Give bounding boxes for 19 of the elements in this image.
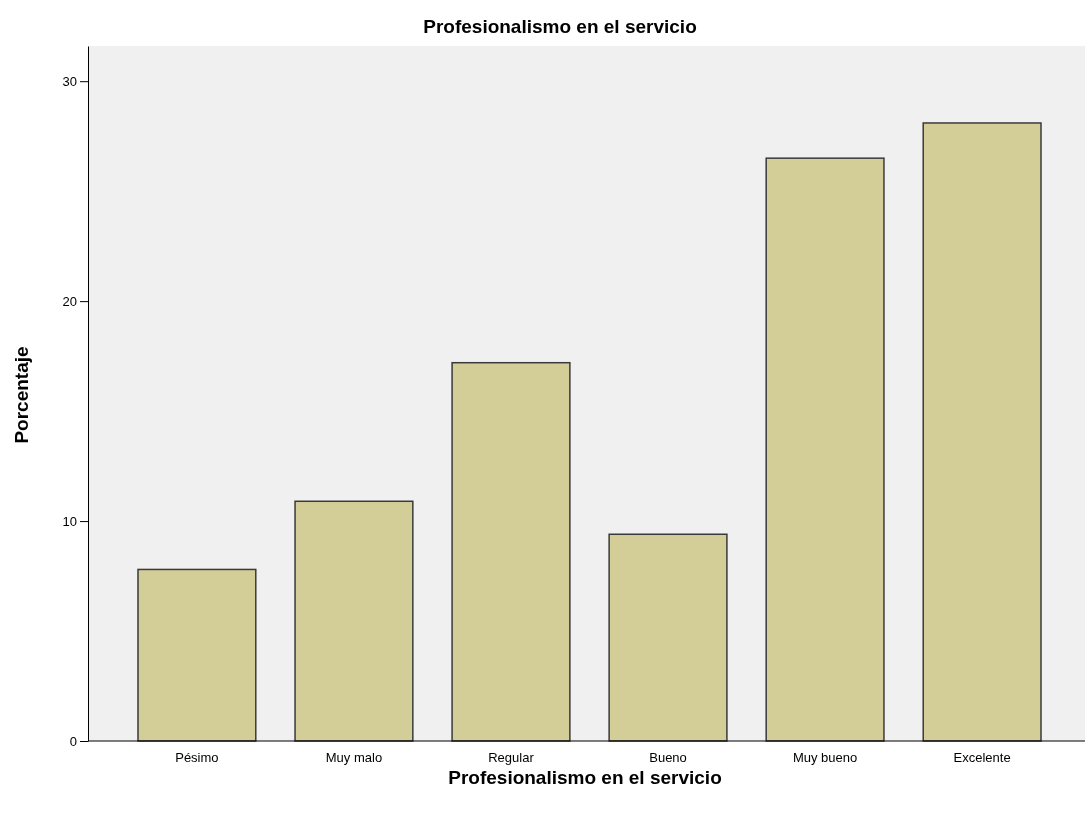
bar	[294, 500, 414, 742]
x-axis-title: Profesionalismo en el servicio	[448, 767, 722, 788]
y-axis-title: Porcentaje	[11, 346, 32, 444]
bar	[137, 568, 257, 742]
x-tick-label: Muy bueno	[792, 750, 858, 766]
x-tick-label: Bueno	[649, 750, 687, 766]
y-tick-label: 10	[62, 513, 77, 529]
y-tick-label: 20	[62, 293, 77, 309]
y-tick-label: 30	[62, 73, 77, 89]
x-tick-label: Regular	[488, 750, 535, 766]
bar	[922, 122, 1042, 742]
bar	[608, 533, 728, 742]
x-tick-label: Muy malo	[325, 750, 383, 766]
chart-title: Profesionalismo en el servicio	[423, 16, 697, 37]
x-tick-label: Excelente	[953, 750, 1011, 766]
y-tick-label: 0	[69, 733, 77, 749]
x-tick-label: Pésimo	[175, 750, 219, 766]
bar	[765, 157, 885, 742]
bar	[451, 361, 571, 742]
